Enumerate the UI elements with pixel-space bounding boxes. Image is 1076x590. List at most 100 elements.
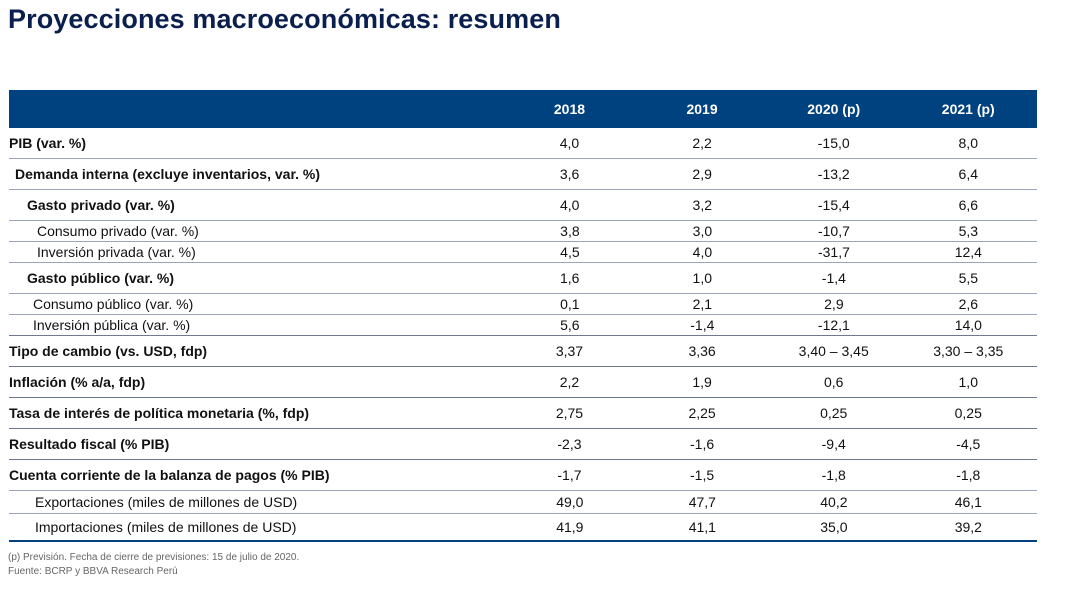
value-cell: 4,0 <box>559 135 580 151</box>
value-cell: 1,9 <box>692 374 712 390</box>
value-cell: 0,25 <box>820 405 848 421</box>
value-cell: 3,0 <box>692 223 713 239</box>
footnote-projection: (p) Previsión. Fecha de cierre de previs… <box>8 552 300 563</box>
value-cell: 2,9 <box>692 166 712 182</box>
value-cell: -9,4 <box>821 436 846 452</box>
row-label: Exportaciones (miles de millones de USD) <box>35 494 298 510</box>
table-row: PIB (var. %) 4,0 2,2 -15,0 8,0 <box>9 128 1037 158</box>
value-cell: 35,0 <box>820 519 848 535</box>
value-cell: -1,8 <box>956 467 981 483</box>
value-cell: 2,6 <box>958 296 979 312</box>
table-row: Exportaciones (miles de millones de USD)… <box>9 490 1037 513</box>
value-cell: 46,1 <box>954 494 982 510</box>
table-row: Demanda interna (excluye inventarios, va… <box>9 158 1037 189</box>
table-row: Inversión pública (var. %) 5,6 -1,4 -12,1 14… <box>9 314 1037 335</box>
value-cell: -31,7 <box>817 244 850 260</box>
value-cell: 47,7 <box>688 494 716 510</box>
value-cell: -12,1 <box>817 317 850 333</box>
value-cell: 6,6 <box>958 197 979 213</box>
table-row: Resultado fiscal (% PIB) -2,3 -1,6 -9,4 -4,5 <box>9 428 1037 459</box>
value-cell: 2,75 <box>555 405 584 421</box>
row-label: PIB (var. %) <box>9 135 87 151</box>
value-cell: 5,6 <box>560 317 580 333</box>
row-label: Resultado fiscal (% PIB) <box>9 436 170 452</box>
table-row: Tipo de cambio (vs. USD, fdp) 3,37 3,36 3,4… <box>9 335 1037 366</box>
table-row: Consumo público (var. %) 0,1 2,1 2,9 2,6 <box>9 293 1037 314</box>
value-cell: 2,1 <box>692 296 713 312</box>
value-cell: -1,8 <box>821 467 846 483</box>
value-cell: -2,3 <box>557 436 582 452</box>
value-cell: -1,7 <box>557 467 582 483</box>
value-cell: 5,5 <box>958 270 979 286</box>
header-cell-2020: 2020 (p) <box>807 101 861 117</box>
value-cell: -1,4 <box>821 270 846 286</box>
row-label: Inflación (% a/a, fdp) <box>9 374 146 390</box>
table-body: PIB (var. %) 4,0 2,2 -15,0 8,0 Demanda intern… <box>9 128 1037 540</box>
value-cell: 41,9 <box>556 519 584 535</box>
projections-table: 2018 2019 2020 (p) 2021 (p) PIB (var. %)… <box>9 90 1037 542</box>
table-row: Importaciones (miles de millones de USD)… <box>9 513 1037 540</box>
value-cell: 2,2 <box>559 374 580 390</box>
table-row: Gasto público (var. %) 1,6 1,0 -1,4 5,5 <box>9 262 1037 293</box>
table-row: Cuenta corriente de la balanza de pagos … <box>9 459 1037 490</box>
row-label: Demanda interna (excluye inventarios, va… <box>15 166 321 182</box>
value-cell: 39,2 <box>954 519 982 535</box>
value-cell: 14,0 <box>954 317 982 333</box>
value-cell: -15,0 <box>817 135 850 151</box>
value-cell: 0,6 <box>823 374 844 390</box>
footnote-source: Fuente: BCRP y BBVA Research Perú <box>8 566 178 577</box>
value-cell: 12,4 <box>954 244 982 260</box>
value-cell: -1,6 <box>690 436 715 452</box>
value-cell: -1,5 <box>690 467 715 483</box>
value-cell: 3,30 – 3,35 <box>933 343 1004 359</box>
row-label: Inversión privada (var. %) <box>37 244 196 260</box>
value-cell: 8,0 <box>958 135 978 151</box>
row-label: Gasto público (var. %) <box>27 270 175 286</box>
row-label: Inversión pública (var. %) <box>33 317 191 333</box>
row-label: Tasa de interés de política monetaria (%… <box>9 405 310 421</box>
value-cell: 3,6 <box>559 166 580 182</box>
value-cell: 4,0 <box>560 197 580 213</box>
header-cell-2021: 2021 (p) <box>941 101 995 117</box>
table-bottom-rule <box>9 540 1037 542</box>
row-label: Cuenta corriente de la balanza de pagos … <box>9 467 330 483</box>
table-row: Inversión privada (var. %) 4,5 4,0 -31,7 12,… <box>9 241 1037 262</box>
value-cell: 4,5 <box>560 244 580 260</box>
row-label: Importaciones (miles de millones de USD) <box>35 519 297 535</box>
value-cell: 6,4 <box>958 166 979 182</box>
value-cell: 2,25 <box>688 405 716 421</box>
row-label: Consumo privado (var. %) <box>37 223 199 239</box>
value-cell: 1,0 <box>692 270 712 286</box>
header-cell-2019: 2019 <box>686 101 718 117</box>
value-cell: 0,1 <box>560 296 580 312</box>
value-cell: -10,7 <box>817 223 850 239</box>
page-title: Proyecciones macroeconómicas: resumen <box>8 4 561 34</box>
value-cell: 3,40 – 3,45 <box>798 343 869 359</box>
value-cell: -4,5 <box>956 436 981 452</box>
table-row: Inflación (% a/a, fdp) 2,2 1,9 0,6 1,0 <box>9 366 1037 397</box>
table-row: Consumo privado (var. %) 3,8 3,0 -10,7 5,3 <box>9 220 1037 241</box>
row-label: Consumo público (var. %) <box>33 296 194 312</box>
value-cell: 1,0 <box>958 374 978 390</box>
value-cell: 40,2 <box>820 494 848 510</box>
row-label: Tipo de cambio (vs. USD, fdp) <box>9 343 208 359</box>
value-cell: 1,6 <box>560 270 580 286</box>
value-cell: 3,36 <box>688 343 716 359</box>
value-cell: 0,25 <box>954 405 982 421</box>
value-cell: 3,37 <box>555 343 584 359</box>
table-row: Tasa de interés de política monetaria (%… <box>9 397 1037 428</box>
value-cell: -1,4 <box>690 317 715 333</box>
value-cell: 49,0 <box>556 494 584 510</box>
value-cell: 5,3 <box>958 223 979 239</box>
value-cell: 4,0 <box>692 244 713 260</box>
value-cell: 3,2 <box>692 197 712 213</box>
value-cell: -13,2 <box>817 166 850 182</box>
header-cell-2018: 2018 <box>553 101 586 117</box>
value-cell: 2,9 <box>824 296 844 312</box>
value-cell: 41,1 <box>688 519 716 535</box>
value-cell: 3,8 <box>560 223 580 239</box>
table-header-row: 2018 2019 2020 (p) 2021 (p) <box>9 90 1037 128</box>
value-cell: 2,2 <box>692 135 712 151</box>
row-label: Gasto privado (var. %) <box>27 197 175 213</box>
table-row: Gasto privado (var. %) 4,0 3,2 -15,4 6,6 <box>9 189 1037 220</box>
